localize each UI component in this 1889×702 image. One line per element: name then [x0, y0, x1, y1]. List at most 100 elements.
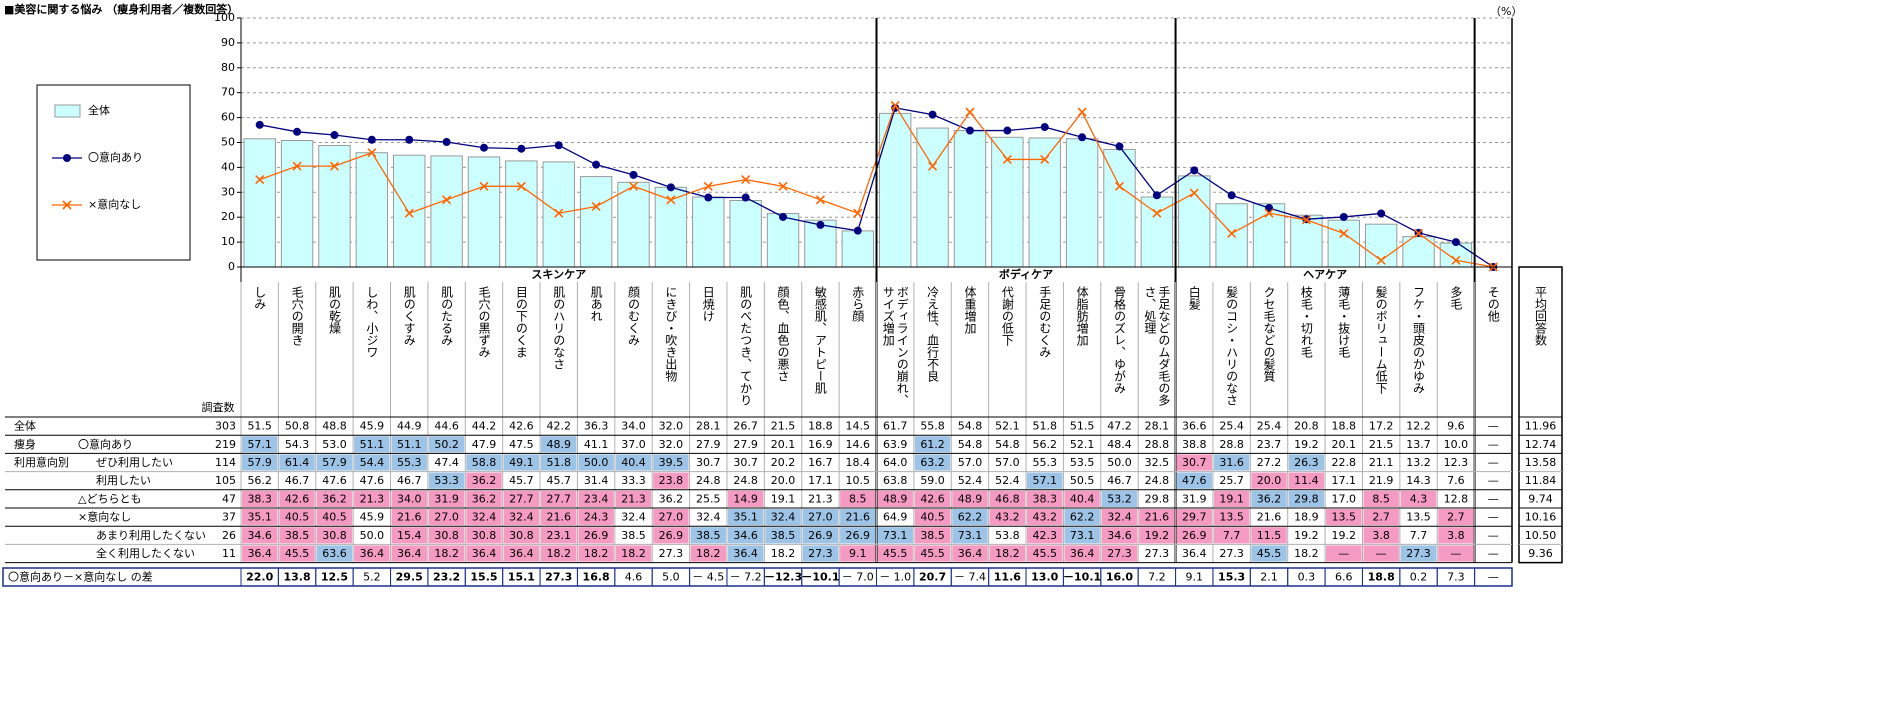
line-marker	[255, 120, 264, 129]
table-cell: 26.9	[846, 529, 871, 542]
table-cell: 21.5	[1369, 438, 1394, 451]
table-cell: 19.2	[1294, 438, 1319, 451]
cell-highlight	[914, 545, 951, 562]
table-cell: 34.6	[247, 529, 272, 542]
table-cell: 40.4	[1070, 492, 1095, 505]
table-cell: 48.9	[883, 492, 908, 505]
table-cell: 44.6	[434, 420, 459, 433]
cell-highlight	[1176, 472, 1212, 489]
category-label: 肌のべたつき、てかり	[738, 286, 753, 406]
table-cell: 53.8	[995, 529, 1020, 542]
cell-highlight	[1288, 454, 1325, 471]
category-label: クセ毛などの髪質	[1262, 286, 1276, 382]
cell-highlight	[1027, 545, 1063, 562]
table-cell: 26.3	[1294, 456, 1319, 469]
line-marker	[1227, 191, 1236, 200]
cell-highlight	[354, 454, 390, 471]
cell-highlight	[727, 490, 764, 507]
table-cell: 42.6	[509, 420, 534, 433]
table-cell: 50.5	[1070, 474, 1095, 487]
line-marker	[479, 181, 489, 191]
table-cell: 25.7	[1219, 474, 1244, 487]
table-cell: 47.5	[509, 438, 534, 451]
bar	[467, 156, 501, 268]
y-tick-label: 100	[214, 11, 235, 24]
line-marker	[1078, 133, 1087, 142]
table-cell: 37.0	[621, 438, 646, 451]
table-cell: 32.4	[472, 511, 497, 524]
table-cell: 29.8	[1294, 492, 1319, 505]
segment-label: 利用意向別	[14, 455, 69, 469]
line-marker	[255, 175, 265, 185]
category-label: 毛穴の開き	[290, 286, 305, 346]
diff-value: —	[1488, 571, 1499, 584]
table-cell: 13.5	[1219, 511, 1244, 524]
cell-highlight	[541, 545, 577, 562]
line-marker	[1377, 209, 1386, 218]
cell-highlight	[466, 490, 502, 507]
table-cell: 55.3	[397, 456, 422, 469]
table-cell: 15.4	[397, 529, 422, 542]
table-cell: 42.3	[1032, 529, 1057, 542]
table-cell: 43.2	[1032, 511, 1057, 524]
cell-highlight	[1213, 527, 1250, 544]
table-cell: 36.2	[322, 492, 347, 505]
line-marker	[853, 208, 863, 218]
cell-highlight	[1101, 545, 1138, 562]
table-cell: 25.5	[696, 492, 721, 505]
cell-highlight	[503, 490, 540, 507]
cell-highlight	[428, 545, 465, 562]
table-cell: 17.1	[808, 474, 833, 487]
cell-highlight	[279, 545, 315, 562]
table-cell: 10.5	[846, 474, 871, 487]
cell-highlight	[989, 545, 1026, 562]
cell-highlight	[1064, 490, 1100, 507]
diff-value: 0.3	[1298, 571, 1316, 584]
table-cell: 52.4	[958, 474, 983, 487]
table-cell: 21.6	[1257, 511, 1282, 524]
table-cell: 38.5	[696, 529, 721, 542]
table-cell: 40.5	[920, 511, 945, 524]
table-cell: 13.7	[1406, 438, 1431, 451]
cell-highlight	[578, 454, 614, 471]
cell-highlight	[765, 509, 801, 526]
unit-label: （%）	[1490, 5, 1522, 18]
table-cell: 31.4	[584, 474, 609, 487]
table-cell: 20.0	[771, 474, 796, 487]
diff-value: 11.6	[994, 571, 1021, 584]
category-label: 毛穴の黒ずみ	[476, 286, 491, 358]
table-cell: 51.1	[360, 438, 385, 451]
table-cell: 50.0	[1107, 456, 1132, 469]
category-label: 肌のたるみ	[439, 286, 454, 346]
line-marker	[1040, 123, 1049, 132]
table-cell: 18.2	[995, 547, 1020, 560]
cell-highlight	[952, 527, 988, 544]
table-cell: 31.6	[1219, 456, 1244, 469]
table-cell: 57.1	[247, 438, 272, 451]
diff-value: 5.0	[662, 571, 680, 584]
cell-highlight	[578, 509, 614, 526]
table-cell: 28.1	[696, 420, 721, 433]
table-cell: 18.2	[547, 547, 572, 560]
table-cell: 56.2	[247, 474, 272, 487]
diff-value: 7.2	[1148, 571, 1166, 584]
table-cell: 42.6	[285, 492, 310, 505]
table-cell: 23.8	[659, 474, 684, 487]
table-cell: 36.3	[584, 420, 609, 433]
table-cell: 18.2	[1294, 547, 1319, 560]
cell-highlight	[914, 527, 951, 544]
cell-highlight	[1326, 509, 1362, 526]
line-marker	[741, 193, 750, 202]
table-cell: 45.7	[509, 474, 534, 487]
y-tick-label: 20	[221, 210, 235, 223]
cell-highlight	[503, 527, 540, 544]
line-marker	[1413, 228, 1424, 238]
cell-highlight	[690, 527, 726, 544]
line-marker	[1339, 228, 1349, 238]
bar	[355, 152, 389, 268]
row-label: 全く利用したくない	[96, 546, 195, 560]
table-cell: 27.0	[434, 511, 459, 524]
cell-highlight	[428, 509, 465, 526]
table-cell: 7.7	[1223, 529, 1241, 542]
diff-value: 15.3	[1218, 571, 1245, 584]
